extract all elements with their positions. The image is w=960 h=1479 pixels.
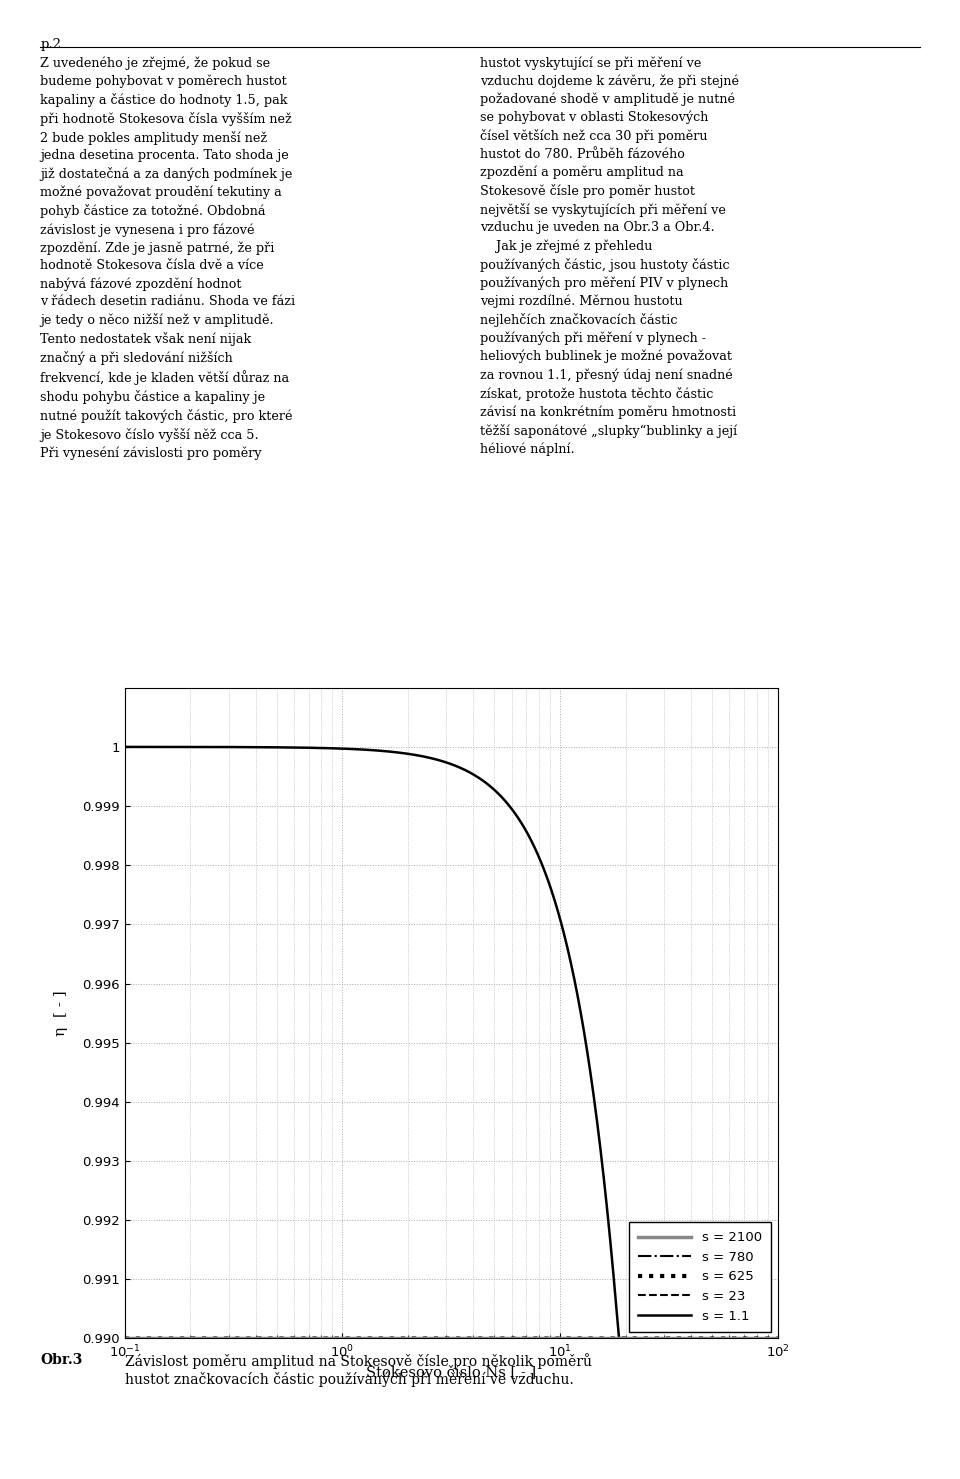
s = 1.1 (656, 1330, 667, 1347)
s = 780 (543, 1330, 555, 1347)
s = 1.1 (613, 1330, 625, 1347)
s = 625 (119, 1330, 131, 1347)
s = 780 (656, 1330, 667, 1347)
s = 23 (119, 1330, 131, 1347)
s = 625 (606, 1330, 617, 1347)
Text: Z uvedeného je zřejmé, že pokud se
budeme pohybovat v poměrech hustot
kapaliny a: Z uvedeného je zřejmé, že pokud se budem… (40, 56, 296, 460)
s = 625 (543, 1330, 555, 1347)
s = 2100 (238, 1330, 250, 1347)
s = 23 (543, 1330, 555, 1347)
s = 2100 (656, 1330, 667, 1347)
Line: s = 1.1: s = 1.1 (125, 747, 778, 1338)
Legend: s = 2100, s = 780, s = 625, s = 23, s = 1.1: s = 2100, s = 780, s = 625, s = 23, s = … (629, 1222, 771, 1333)
s = 780 (238, 1330, 250, 1347)
s = 780 (606, 1330, 617, 1347)
s = 625 (369, 1330, 380, 1347)
s = 1.1 (772, 1330, 783, 1347)
s = 1.1 (543, 876, 555, 893)
X-axis label: Stokesovo číslo Ns [ - ]: Stokesovo číslo Ns [ - ] (366, 1365, 537, 1380)
s = 625 (238, 1330, 250, 1347)
s = 625 (656, 1330, 667, 1347)
s = 780 (772, 1330, 783, 1347)
Text: p.2: p.2 (40, 38, 61, 52)
s = 23 (656, 1330, 667, 1347)
s = 1.1 (369, 741, 380, 759)
s = 780 (119, 1330, 131, 1347)
s = 1.1 (606, 1248, 617, 1266)
s = 23 (511, 1330, 522, 1347)
s = 1.1 (511, 806, 522, 824)
s = 1.1 (119, 738, 131, 756)
s = 2100 (606, 1330, 617, 1347)
s = 780 (369, 1330, 380, 1347)
s = 625 (511, 1330, 522, 1347)
s = 23 (606, 1330, 617, 1347)
s = 23 (238, 1330, 250, 1347)
Y-axis label: η  [ - ]: η [ - ] (55, 991, 68, 1035)
s = 2100 (511, 1330, 522, 1347)
Text: Obr.3: Obr.3 (40, 1353, 83, 1367)
s = 1.1 (238, 738, 250, 756)
s = 780 (511, 1330, 522, 1347)
Text: Závislost poměru amplitud na Stokesově čísle pro několik poměrů: Závislost poměru amplitud na Stokesově č… (125, 1353, 591, 1370)
s = 23 (772, 1330, 783, 1347)
s = 2100 (772, 1330, 783, 1347)
s = 23 (369, 1330, 380, 1347)
s = 2100 (119, 1330, 131, 1347)
Text: hustot vyskytující se při měření ve
vzduchu dojdeme k závěru, že při stejné
poža: hustot vyskytující se při měření ve vzdu… (480, 56, 739, 456)
Text: hustot značkovacích částic používaných při měření ve vzduchu.: hustot značkovacích částic používaných p… (125, 1371, 573, 1386)
s = 625 (772, 1330, 783, 1347)
s = 2100 (543, 1330, 555, 1347)
s = 2100 (369, 1330, 380, 1347)
